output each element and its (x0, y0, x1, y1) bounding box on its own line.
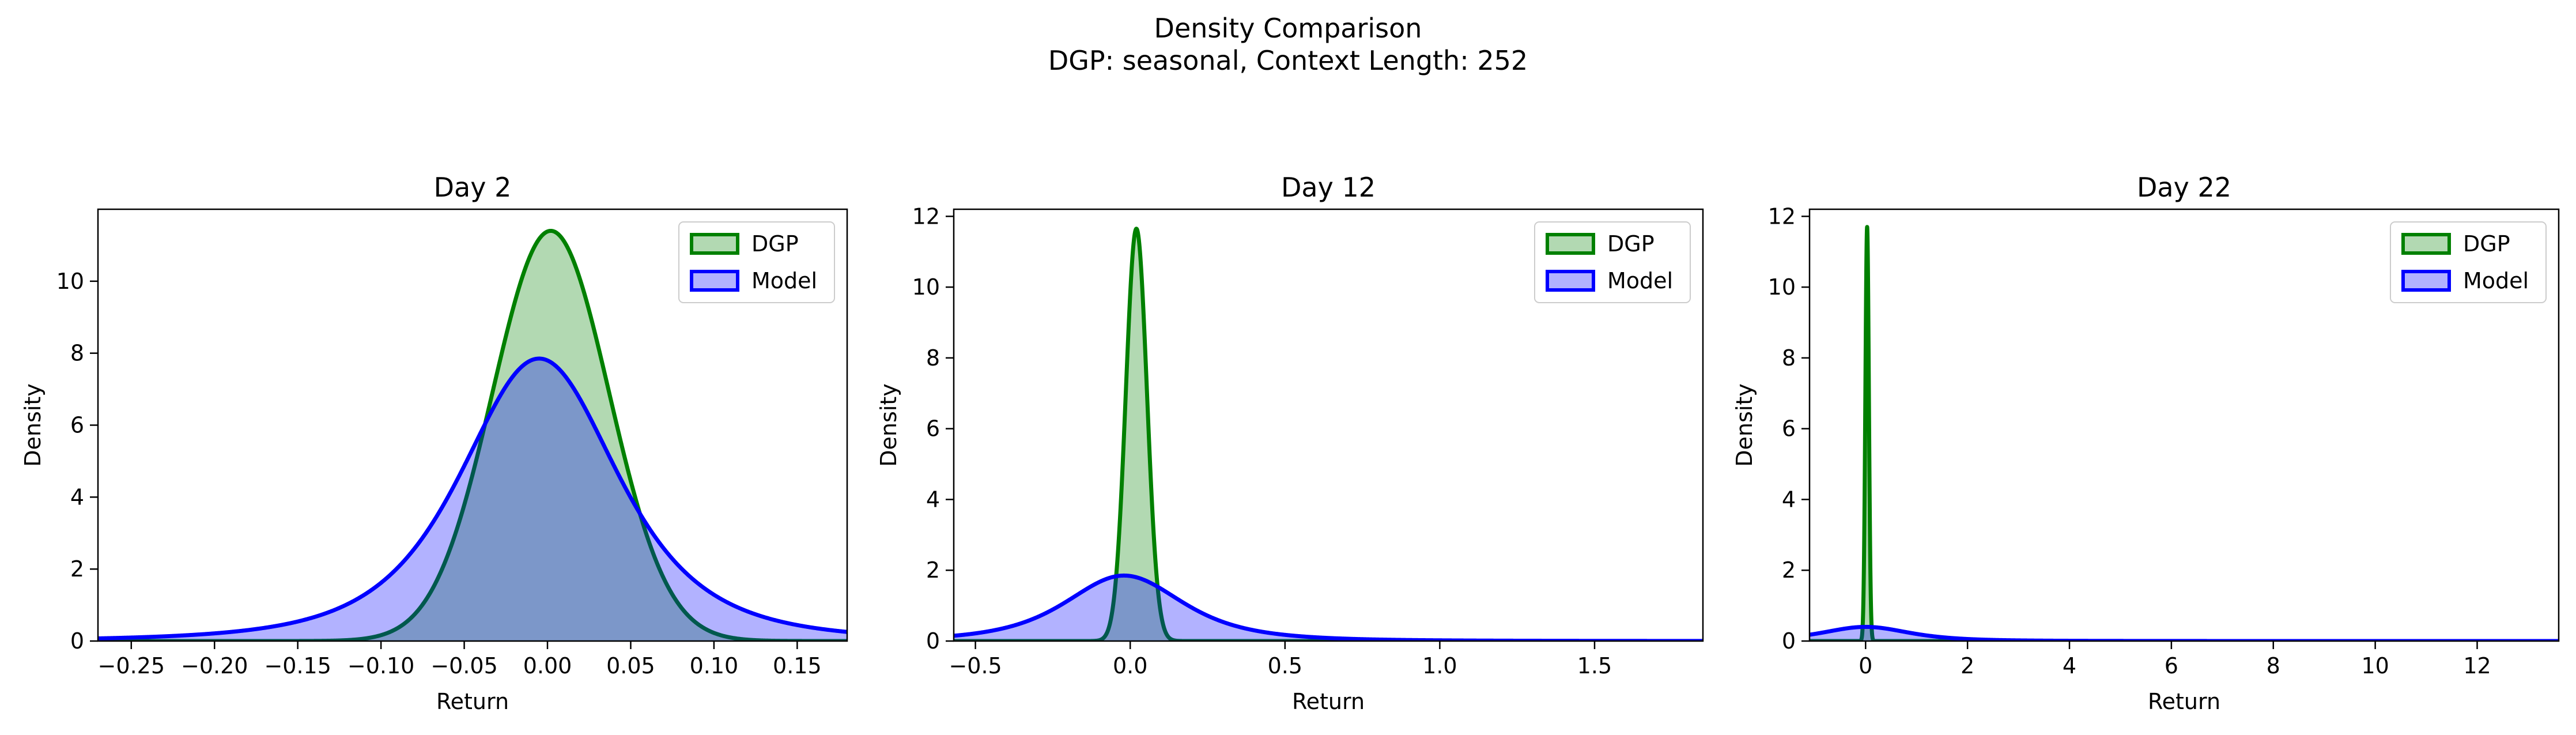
x-tick-label: 0.00 (523, 653, 572, 679)
x-tick-label: 0.5 (1268, 653, 1302, 679)
y-tick-label: 6 (70, 413, 84, 438)
y-tick-label: 10 (56, 269, 84, 294)
y-tick-label: 2 (1782, 557, 1796, 583)
x-tick-label: 0 (1859, 653, 1872, 679)
subplot-day-3: 0 2 4 6 8 10 12 0 2 4 6 8 10 12 Day 22 Return Density DGP… (1732, 172, 2560, 714)
subplot-title: Day 12 (1281, 172, 1376, 203)
density-line-dgp (1810, 225, 2559, 641)
y-tick-label: 8 (70, 341, 84, 366)
density-line-model (98, 356, 847, 640)
x-tick-label: 0.15 (773, 653, 822, 679)
y-tick-label: 6 (1782, 416, 1796, 442)
x-axis-label: Return (1292, 689, 1365, 714)
legend-swatch-dgp (690, 233, 739, 255)
legend-box (2390, 221, 2547, 303)
legend: DGP Model (1534, 221, 1691, 303)
y-tick-label: 10 (912, 274, 940, 300)
y-tick-label: 0 (1782, 628, 1796, 654)
subplot-day-2: −0.5 0.0 0.5 1.0 1.5 0 2 4 6 8 10 12 Day 12 Return Den… (876, 172, 1704, 714)
plot-area (98, 228, 847, 641)
density-fill-model (1810, 627, 2559, 641)
x-tick-label: 4 (2063, 653, 2076, 679)
y-tick-label: 8 (1782, 345, 1796, 371)
y-tick-label: 6 (926, 416, 940, 442)
y-tick-label: 12 (912, 203, 940, 229)
y-tick-label: 8 (926, 345, 940, 371)
x-tick-label: −0.15 (264, 653, 331, 679)
subplot-day-1: −0.25 −0.20 −0.15 −0.10 −0.05 0.00 0.05 0.10 0.1… (20, 172, 848, 714)
x-tick-label: 0.10 (690, 653, 739, 679)
legend-label-dgp: DGP (1607, 231, 1655, 257)
y-tick-label: 12 (1768, 203, 1796, 229)
y-tick-label: 4 (70, 484, 84, 510)
x-tick-label: −0.25 (98, 653, 165, 679)
y-tick-label: 2 (926, 557, 940, 583)
density-fill-model (98, 359, 847, 641)
subplot-title: Day 2 (434, 172, 512, 203)
x-tick-label: −0.05 (430, 653, 497, 679)
x-tick-label: 0.05 (606, 653, 655, 679)
x-tick-label: 1.0 (1422, 653, 1457, 679)
y-axis-label: Density (876, 383, 901, 466)
legend-swatch-dgp (1546, 233, 1595, 255)
subplot-title: Day 22 (2137, 172, 2231, 203)
y-tick-label: 10 (1768, 274, 1796, 300)
x-tick-label: −0.20 (181, 653, 248, 679)
y-tick-label: 0 (926, 628, 940, 654)
legend: DGP Model (678, 221, 835, 303)
axes-frame (953, 208, 1704, 642)
x-tick-label: 1.5 (1577, 653, 1612, 679)
x-tick-label: 10 (2361, 653, 2389, 679)
y-tick-label: 4 (1782, 487, 1796, 512)
x-tick-label: 6 (2165, 653, 2178, 679)
y-tick-label: 4 (926, 487, 940, 512)
x-axis-label: Return (2148, 689, 2220, 714)
axes-frame (1808, 208, 2560, 642)
x-tick-label: 0.0 (1113, 653, 1147, 679)
x-axis-label: Return (436, 689, 509, 714)
legend: DGP Model (2390, 221, 2547, 303)
legend-label-dgp: DGP (2463, 231, 2510, 257)
y-tick-label: 2 (70, 556, 84, 582)
x-tick-label: −0.10 (348, 653, 414, 679)
legend-swatch-dgp (2401, 233, 2451, 255)
density-fill-model (954, 575, 1703, 641)
x-tick-label: 12 (2463, 653, 2491, 679)
y-axis-label: Density (1732, 383, 1757, 466)
legend-swatch-model (690, 270, 739, 292)
legend-box (678, 221, 835, 303)
legend-label-model: Model (1607, 268, 1673, 293)
legend-label-model: Model (751, 268, 817, 293)
x-tick-label: 2 (1961, 653, 1974, 679)
density-fill-dgp (98, 231, 847, 641)
legend-label-model: Model (2463, 268, 2529, 293)
legend-swatch-model (1546, 270, 1595, 292)
legend-label-dgp: DGP (751, 231, 799, 257)
figure-subtitle: DGP: seasonal, Context Length: 252 (1048, 45, 1528, 76)
y-tick-label: 0 (70, 628, 84, 654)
x-tick-label: −0.5 (949, 653, 1002, 679)
y-axis-label: Density (20, 383, 46, 466)
legend-swatch-model (2401, 270, 2451, 292)
x-tick-label: 8 (2267, 653, 2280, 679)
figure-title: Density Comparison (1154, 13, 1422, 44)
legend-box (1534, 221, 1691, 303)
density-fill-dgp (954, 228, 1703, 641)
